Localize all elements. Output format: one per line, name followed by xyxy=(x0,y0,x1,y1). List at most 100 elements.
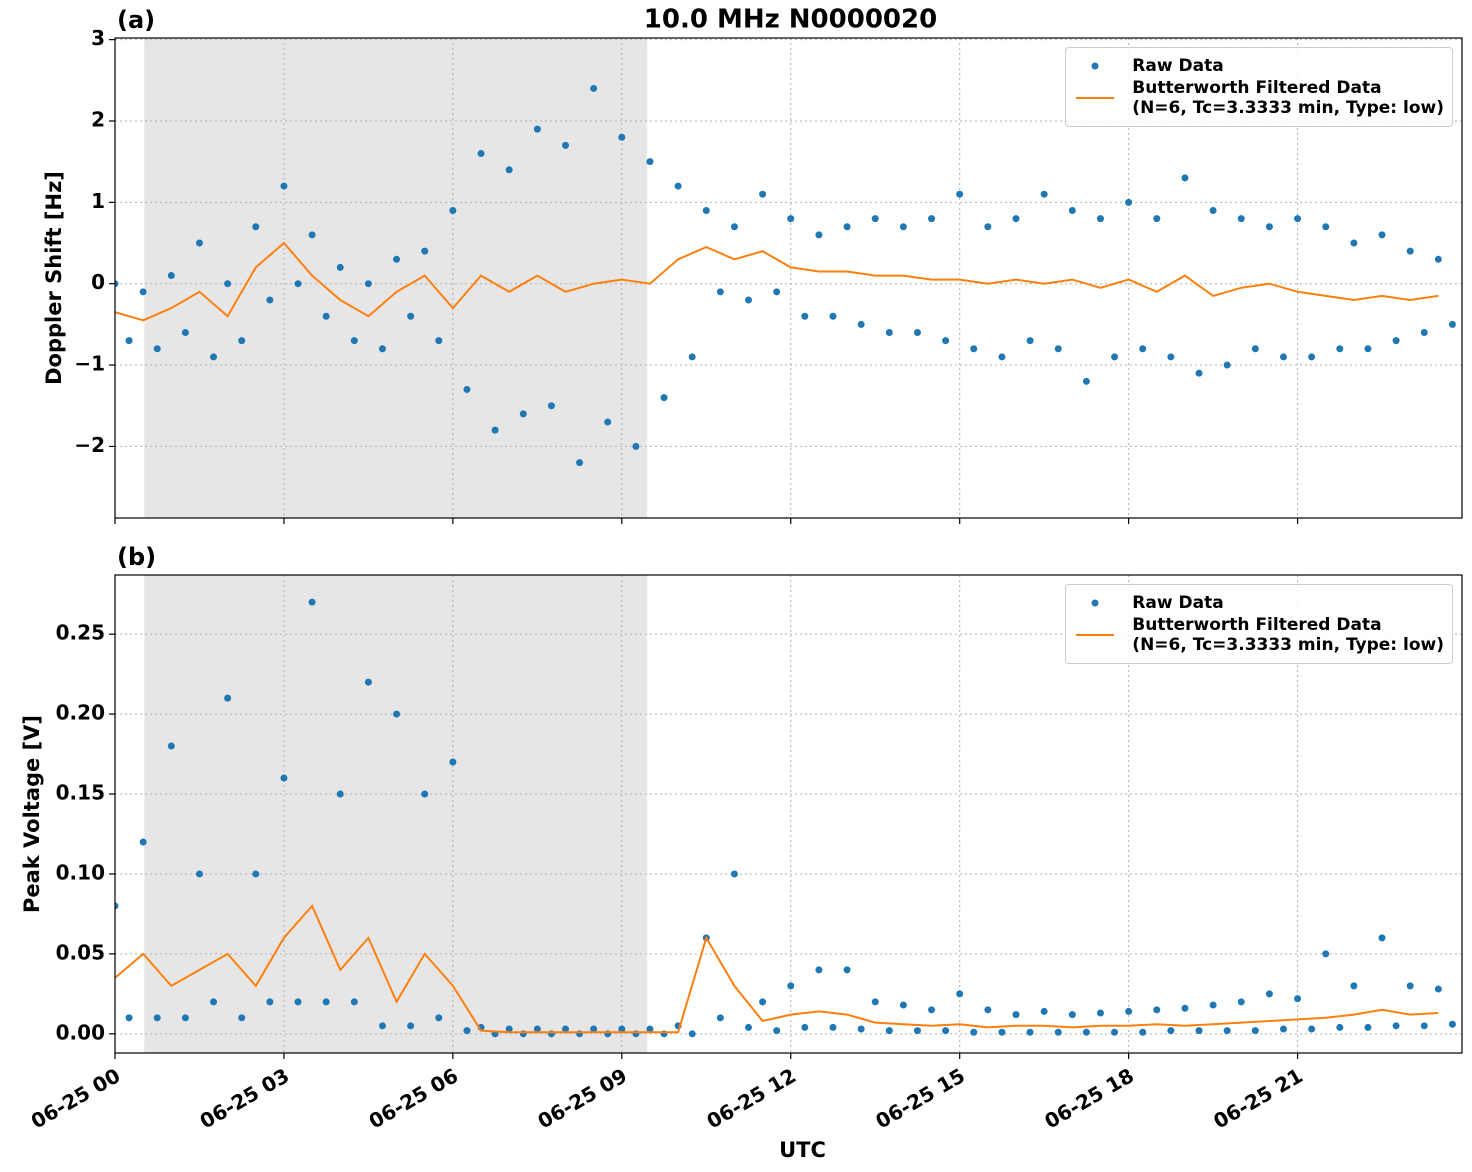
raw-point xyxy=(280,774,288,782)
shaded-span xyxy=(144,38,648,518)
raw-point xyxy=(1392,337,1400,345)
raw-point xyxy=(857,1025,865,1033)
raw-point xyxy=(730,223,738,231)
legend-marker xyxy=(1091,599,1099,607)
raw-point xyxy=(238,337,246,345)
raw-point xyxy=(604,418,612,426)
raw-point xyxy=(1167,1027,1175,1035)
raw-point xyxy=(562,1025,570,1033)
raw-point xyxy=(252,223,260,231)
plot-area xyxy=(115,598,1456,1038)
raw-point xyxy=(1434,985,1442,993)
raw-point xyxy=(801,1023,809,1031)
raw-point xyxy=(1153,1006,1161,1014)
raw-point xyxy=(646,1025,654,1033)
raw-point xyxy=(984,223,992,231)
y-tick-label: 0 xyxy=(91,270,105,294)
raw-point xyxy=(1096,215,1104,223)
raw-point xyxy=(857,320,865,328)
legend-label: Raw Data xyxy=(1132,593,1224,613)
raw-point xyxy=(294,280,302,288)
raw-point xyxy=(773,288,781,296)
raw-point xyxy=(224,694,232,702)
raw-point xyxy=(1378,231,1386,239)
raw-point xyxy=(716,1014,724,1022)
raw-point xyxy=(1111,353,1119,361)
raw-point xyxy=(1350,239,1358,247)
raw-point xyxy=(716,288,724,296)
raw-point xyxy=(378,1022,386,1030)
raw-point xyxy=(1026,337,1034,345)
raw-point xyxy=(1448,320,1456,328)
legend-swatch xyxy=(1076,634,1115,636)
legend-key xyxy=(1074,625,1116,645)
raw-point xyxy=(1364,1023,1372,1031)
raw-point xyxy=(843,966,851,974)
raw-point xyxy=(421,247,429,255)
y-tick-label: 0.20 xyxy=(56,701,105,725)
raw-point xyxy=(1350,982,1358,990)
raw-point xyxy=(562,141,570,149)
raw-point xyxy=(491,426,499,434)
raw-point xyxy=(970,1028,978,1036)
raw-point xyxy=(449,206,457,214)
raw-point xyxy=(970,345,978,353)
raw-point xyxy=(829,312,837,320)
raw-point xyxy=(393,255,401,263)
raw-point xyxy=(1364,345,1372,353)
raw-point xyxy=(1181,1004,1189,1012)
raw-point xyxy=(308,231,316,239)
raw-point xyxy=(843,223,851,231)
raw-point xyxy=(1251,1027,1259,1035)
legend-entry: Butterworth Filtered Data (N=6, Tc=3.333… xyxy=(1074,78,1444,118)
raw-point xyxy=(1378,934,1386,942)
legend-marker xyxy=(1091,62,1099,70)
raw-point xyxy=(407,312,415,320)
raw-point xyxy=(1195,1027,1203,1035)
raw-point xyxy=(984,1006,992,1014)
raw-point xyxy=(998,1028,1006,1036)
legend-label: Butterworth Filtered Data (N=6, Tc=3.333… xyxy=(1132,78,1444,118)
raw-point xyxy=(1125,1007,1133,1015)
y-tick-label: 0.25 xyxy=(56,621,105,645)
y-tick-label: −1 xyxy=(74,352,105,376)
raw-point xyxy=(913,1027,921,1035)
y-axis-label: Doppler Shift [Hz] xyxy=(42,171,66,385)
legend-entry: Raw Data xyxy=(1074,56,1444,76)
raw-point xyxy=(1153,215,1161,223)
raw-point xyxy=(435,337,443,345)
raw-point xyxy=(1406,247,1414,255)
raw-point xyxy=(322,998,330,1006)
raw-point xyxy=(1139,1028,1147,1036)
x-tick-label: 06-25 03 xyxy=(196,1063,294,1133)
legend: Raw Data Butterworth Filtered Data (N=6, … xyxy=(1065,584,1453,664)
raw-point xyxy=(1420,329,1428,337)
raw-point xyxy=(1096,1009,1104,1017)
raw-point xyxy=(702,206,710,214)
x-tick-label: 06-25 21 xyxy=(1209,1063,1307,1133)
raw-point xyxy=(1054,345,1062,353)
raw-point xyxy=(942,1027,950,1035)
raw-point xyxy=(801,312,809,320)
raw-point xyxy=(1111,1028,1119,1036)
raw-point xyxy=(533,1025,541,1033)
raw-point xyxy=(153,345,161,353)
raw-point xyxy=(674,182,682,190)
raw-point xyxy=(294,998,302,1006)
raw-point xyxy=(1251,345,1259,353)
raw-point xyxy=(139,838,147,846)
y-tick-label: 3 xyxy=(91,26,105,50)
raw-point xyxy=(618,133,626,141)
legend-key xyxy=(1074,593,1116,613)
raw-point xyxy=(688,1030,696,1038)
shaded-span xyxy=(144,575,648,1053)
y-tick-label: 0.05 xyxy=(56,940,105,964)
y-tick-label: 0.15 xyxy=(56,781,105,805)
raw-point xyxy=(590,84,598,92)
raw-point xyxy=(815,231,823,239)
raw-point xyxy=(1448,1020,1456,1028)
raw-point xyxy=(1012,1011,1020,1019)
raw-point xyxy=(1308,353,1316,361)
raw-point xyxy=(871,215,879,223)
raw-point xyxy=(350,337,358,345)
